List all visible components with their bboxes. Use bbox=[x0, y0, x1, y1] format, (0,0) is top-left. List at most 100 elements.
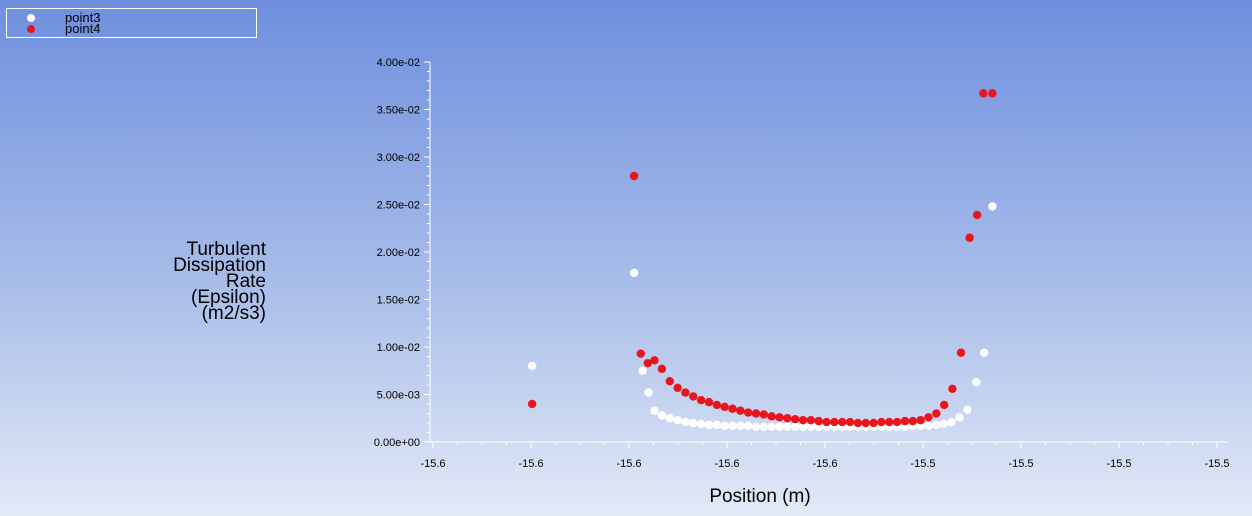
data-point-point3 bbox=[979, 348, 989, 357]
data-point-point4 bbox=[798, 415, 808, 425]
y-tick-label: 5.00e-03 bbox=[377, 390, 420, 402]
data-point-point4 bbox=[665, 377, 674, 386]
data-point-point4 bbox=[696, 396, 706, 405]
data-point-point3 bbox=[650, 406, 659, 415]
data-point-point4 bbox=[853, 418, 863, 428]
y-tick-label: 2.00e-02 bbox=[377, 247, 420, 259]
data-point-point4 bbox=[783, 414, 792, 423]
data-point-point4 bbox=[838, 417, 847, 427]
data-point-point4 bbox=[767, 412, 776, 421]
y-axis-title-line: Rate bbox=[225, 271, 266, 292]
data-point-point4 bbox=[791, 415, 800, 424]
data-point-point4 bbox=[885, 417, 894, 427]
y-tick-label: 3.50e-02 bbox=[377, 105, 420, 117]
data-point-point4 bbox=[681, 388, 690, 397]
data-point-point4 bbox=[736, 406, 745, 415]
data-point-point4 bbox=[775, 413, 784, 422]
data-point-point4 bbox=[636, 349, 645, 358]
data-point-point3 bbox=[798, 422, 808, 431]
data-point-point4 bbox=[806, 415, 816, 425]
data-point-point4 bbox=[900, 416, 910, 426]
x-tick-label: -15.6 bbox=[518, 458, 543, 470]
data-point-point3 bbox=[932, 420, 941, 430]
data-point-point4 bbox=[956, 348, 966, 357]
data-point-point3 bbox=[657, 411, 667, 420]
data-point-point3 bbox=[689, 418, 698, 428]
data-point-point4 bbox=[728, 404, 737, 413]
x-tick-label: -15.6 bbox=[812, 458, 837, 470]
data-point-point3 bbox=[736, 421, 745, 431]
x-axis-title: Position (m) bbox=[709, 486, 811, 507]
data-point-point4 bbox=[751, 409, 761, 418]
data-point-point3 bbox=[743, 421, 753, 431]
data-point-point4 bbox=[924, 413, 933, 422]
data-point-point4 bbox=[845, 417, 855, 427]
data-point-point3 bbox=[696, 419, 706, 429]
x-tick-label: -15.5 bbox=[1204, 458, 1229, 470]
y-axis-title-line: (Epsilon) bbox=[191, 287, 266, 308]
data-point-point4 bbox=[830, 417, 839, 427]
legend-label-point3: point3 bbox=[65, 10, 101, 25]
x-tick-label: -15.5 bbox=[1008, 458, 1033, 470]
data-point-point4 bbox=[689, 392, 698, 401]
y-tick-label: 4.00e-02 bbox=[377, 57, 420, 69]
data-point-point4 bbox=[822, 417, 831, 427]
legend-marker-point3 bbox=[27, 14, 35, 22]
y-tick-label: 1.50e-02 bbox=[377, 295, 420, 307]
data-point-point4 bbox=[759, 410, 769, 419]
data-point-point3 bbox=[791, 422, 800, 431]
data-point-point4 bbox=[972, 210, 982, 220]
data-point-point3 bbox=[775, 422, 784, 431]
data-point-point3 bbox=[629, 268, 639, 278]
x-tick-label: -15.6 bbox=[714, 458, 739, 470]
data-point-point4 bbox=[948, 384, 957, 393]
data-point-point3 bbox=[638, 366, 647, 375]
data-point-point4 bbox=[629, 171, 639, 181]
data-point-point3 bbox=[924, 421, 933, 431]
data-point-point4 bbox=[892, 417, 902, 427]
data-point-point3 bbox=[806, 422, 816, 431]
data-point-point3 bbox=[665, 414, 674, 423]
data-point-point4 bbox=[869, 418, 878, 428]
data-point-point4 bbox=[712, 400, 722, 410]
data-point-point3 bbox=[704, 420, 714, 430]
data-point-point4 bbox=[979, 89, 988, 98]
data-point-point3 bbox=[751, 422, 761, 431]
legend-label-point4: point4 bbox=[65, 21, 101, 36]
data-point-point3 bbox=[712, 420, 722, 430]
data-point-point3 bbox=[728, 421, 737, 431]
data-point-point4 bbox=[814, 416, 823, 426]
data-point-point4 bbox=[720, 402, 729, 412]
data-point-point3 bbox=[767, 422, 776, 431]
y-axis-title-line: (m2/s3) bbox=[201, 303, 266, 324]
y-tick-label: 1.00e-02 bbox=[377, 342, 420, 354]
data-point-point3 bbox=[988, 202, 997, 211]
data-point-point3 bbox=[644, 388, 653, 397]
data-point-point4 bbox=[988, 89, 997, 98]
data-point-point4 bbox=[932, 409, 941, 418]
data-point-point3 bbox=[720, 421, 729, 431]
data-point-point3 bbox=[963, 405, 972, 414]
data-points bbox=[527, 89, 997, 431]
y-tick-label: 0.00e+00 bbox=[374, 437, 420, 449]
data-point-point3 bbox=[673, 415, 682, 425]
y-tick-label: 2.50e-02 bbox=[377, 200, 420, 212]
axes: 0.00e+00 5.00e-03 1.00e-02 1.50e-02 2.00e-02… bbox=[374, 57, 1230, 470]
legend[interactable]: point3 point4 bbox=[6, 8, 257, 38]
data-point-point4 bbox=[916, 415, 925, 425]
x-tick-label: -15.5 bbox=[1106, 458, 1131, 470]
legend-marker-point4 bbox=[27, 25, 35, 33]
series-point3 bbox=[527, 202, 997, 431]
data-point-point3 bbox=[972, 377, 981, 387]
data-point-point4 bbox=[861, 418, 870, 428]
y-axis-title-line: Dissipation bbox=[173, 255, 266, 276]
x-tick-label: -15.5 bbox=[910, 458, 935, 470]
data-point-point4 bbox=[673, 383, 682, 393]
data-point-point4 bbox=[877, 417, 886, 427]
y-axis-title-line: Turbulent bbox=[186, 239, 266, 260]
data-point-point3 bbox=[759, 422, 769, 431]
data-point-point3 bbox=[947, 417, 956, 427]
y-axis-title: Turbulent Dissipation Rate (Epsilon) (m2… bbox=[120, 239, 266, 324]
